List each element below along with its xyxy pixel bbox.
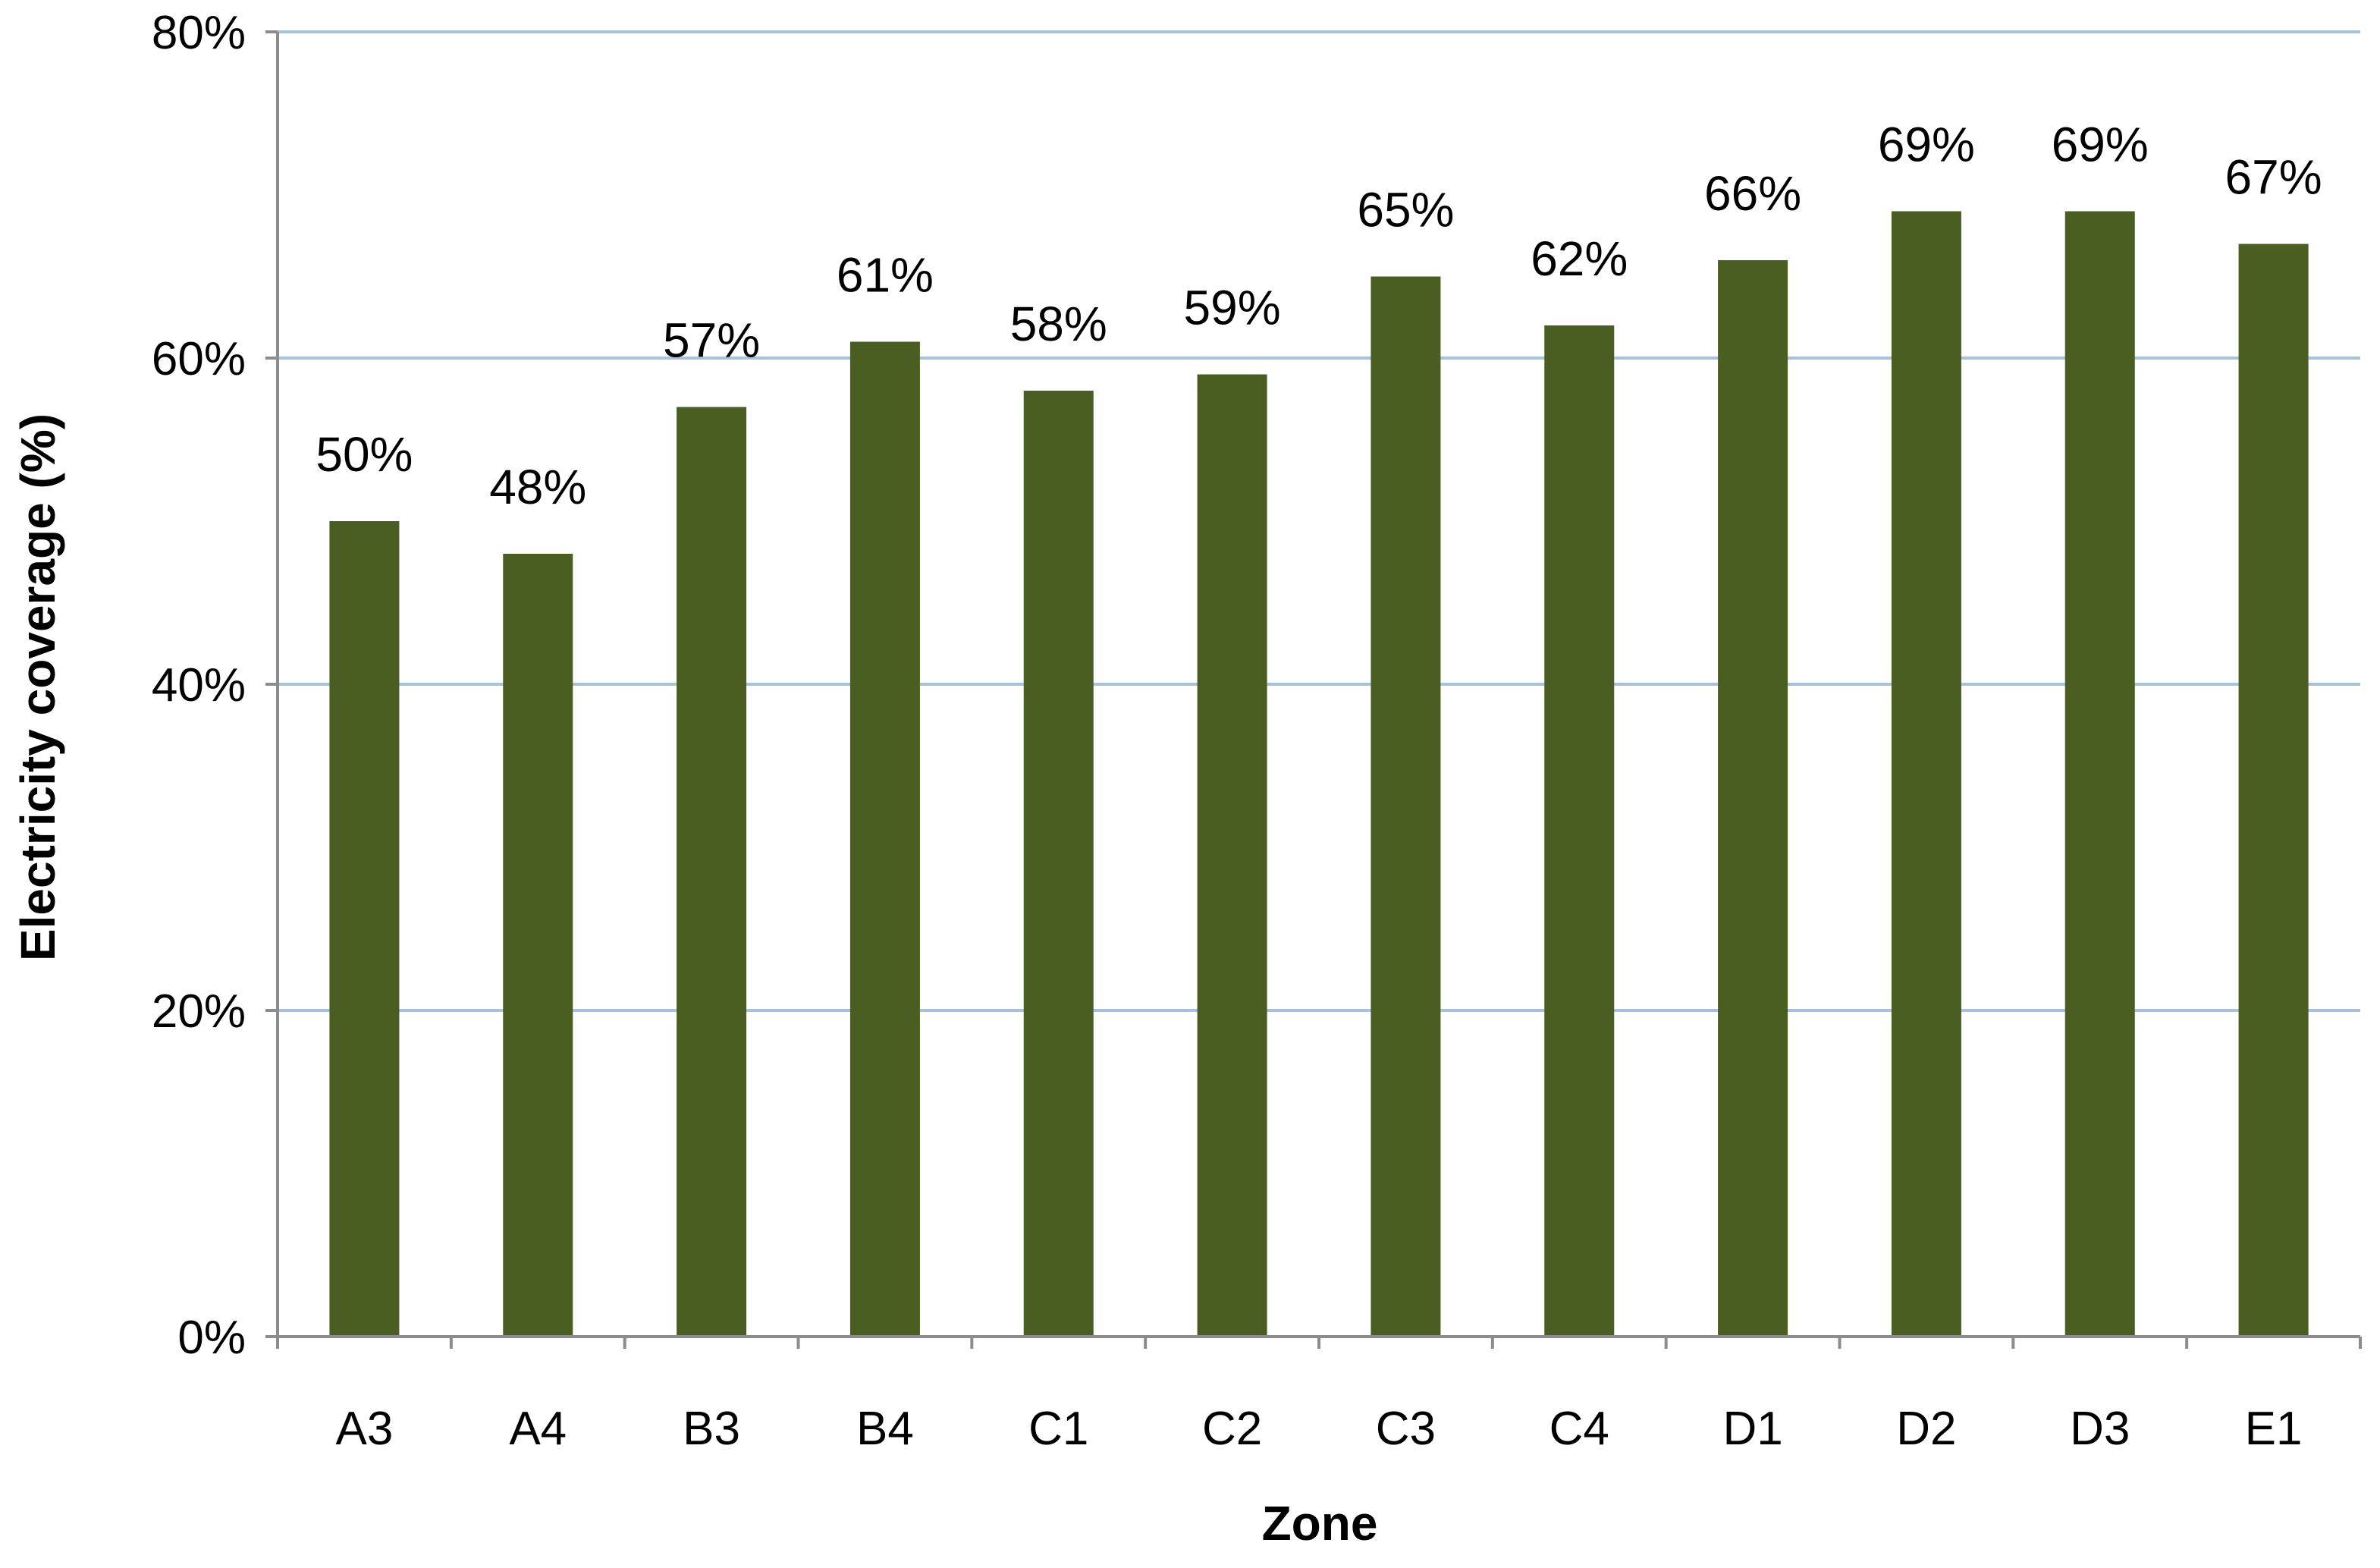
x-tick-label-c4: C4 [1550, 1403, 1609, 1455]
bar-c3 [1371, 276, 1441, 1337]
bar-d2 [1891, 211, 1961, 1337]
data-label-c2: 59% [1184, 281, 1281, 335]
y-tick-label: 80% [152, 7, 246, 59]
y-tick-label: 40% [152, 659, 246, 712]
data-label-a4: 48% [489, 460, 586, 514]
bar-c2 [1197, 374, 1267, 1337]
axes [265, 30, 2362, 1349]
y-tick-labels: 0% 20% 40% 60% 80% [152, 7, 246, 1364]
bar-a4 [503, 554, 573, 1337]
x-tick-label-d2: D2 [1896, 1403, 1956, 1455]
x-tick-label-e1: E1 [2245, 1403, 2303, 1455]
y-tick-label: 20% [152, 985, 246, 1038]
y-tick-label: 0% [177, 1312, 246, 1364]
data-label-d1: 66% [1704, 166, 1801, 221]
gridlines [278, 30, 2360, 1012]
bar-b3 [677, 407, 747, 1337]
x-tick-label-c3: C3 [1376, 1403, 1436, 1455]
bar-c1 [1023, 391, 1094, 1337]
x-tick-label-a4: A4 [509, 1403, 567, 1455]
data-label-d2: 69% [1878, 118, 1975, 172]
bar-b4 [849, 341, 920, 1337]
x-tick-label-b3: B3 [683, 1403, 740, 1455]
data-label-c4: 62% [1531, 231, 1628, 286]
y-axis-title: Electricity coverage (%) [11, 413, 65, 961]
x-axis-title: Zone [1262, 1496, 1378, 1551]
x-tick-label-c2: C2 [1202, 1403, 1262, 1455]
x-tick-label-d1: D1 [1722, 1403, 1782, 1455]
bar-c4 [1544, 325, 1615, 1337]
data-label-b4: 61% [837, 248, 934, 303]
data-label-a3: 50% [316, 427, 413, 482]
y-tick-label: 60% [152, 333, 246, 385]
x-tick-label-c1: C1 [1028, 1403, 1088, 1455]
bars [329, 211, 2309, 1337]
x-tick-label-a3: A3 [335, 1403, 393, 1455]
data-label-c1: 58% [1010, 297, 1107, 351]
data-label-b3: 57% [663, 313, 760, 368]
bar-e1 [2238, 244, 2309, 1337]
data-labels: 50% 48% 57% 61% 58% 59% 65% 62% 66% 69% 69% 67% [316, 118, 2322, 515]
x-tick-label-d3: D3 [2070, 1403, 2130, 1455]
x-tick-label-b4: B4 [856, 1403, 914, 1455]
bar-d1 [1718, 260, 1788, 1337]
data-label-c3: 65% [1357, 183, 1454, 237]
bar-a3 [329, 521, 400, 1337]
data-label-e1: 67% [2225, 150, 2322, 205]
data-label-d3: 69% [2052, 118, 2149, 172]
x-tick-labels: A3 A4 B3 B4 C1 C2 C3 C4 D1 D2 D3 E1 [335, 1403, 2302, 1455]
bar-d3 [2064, 211, 2135, 1337]
